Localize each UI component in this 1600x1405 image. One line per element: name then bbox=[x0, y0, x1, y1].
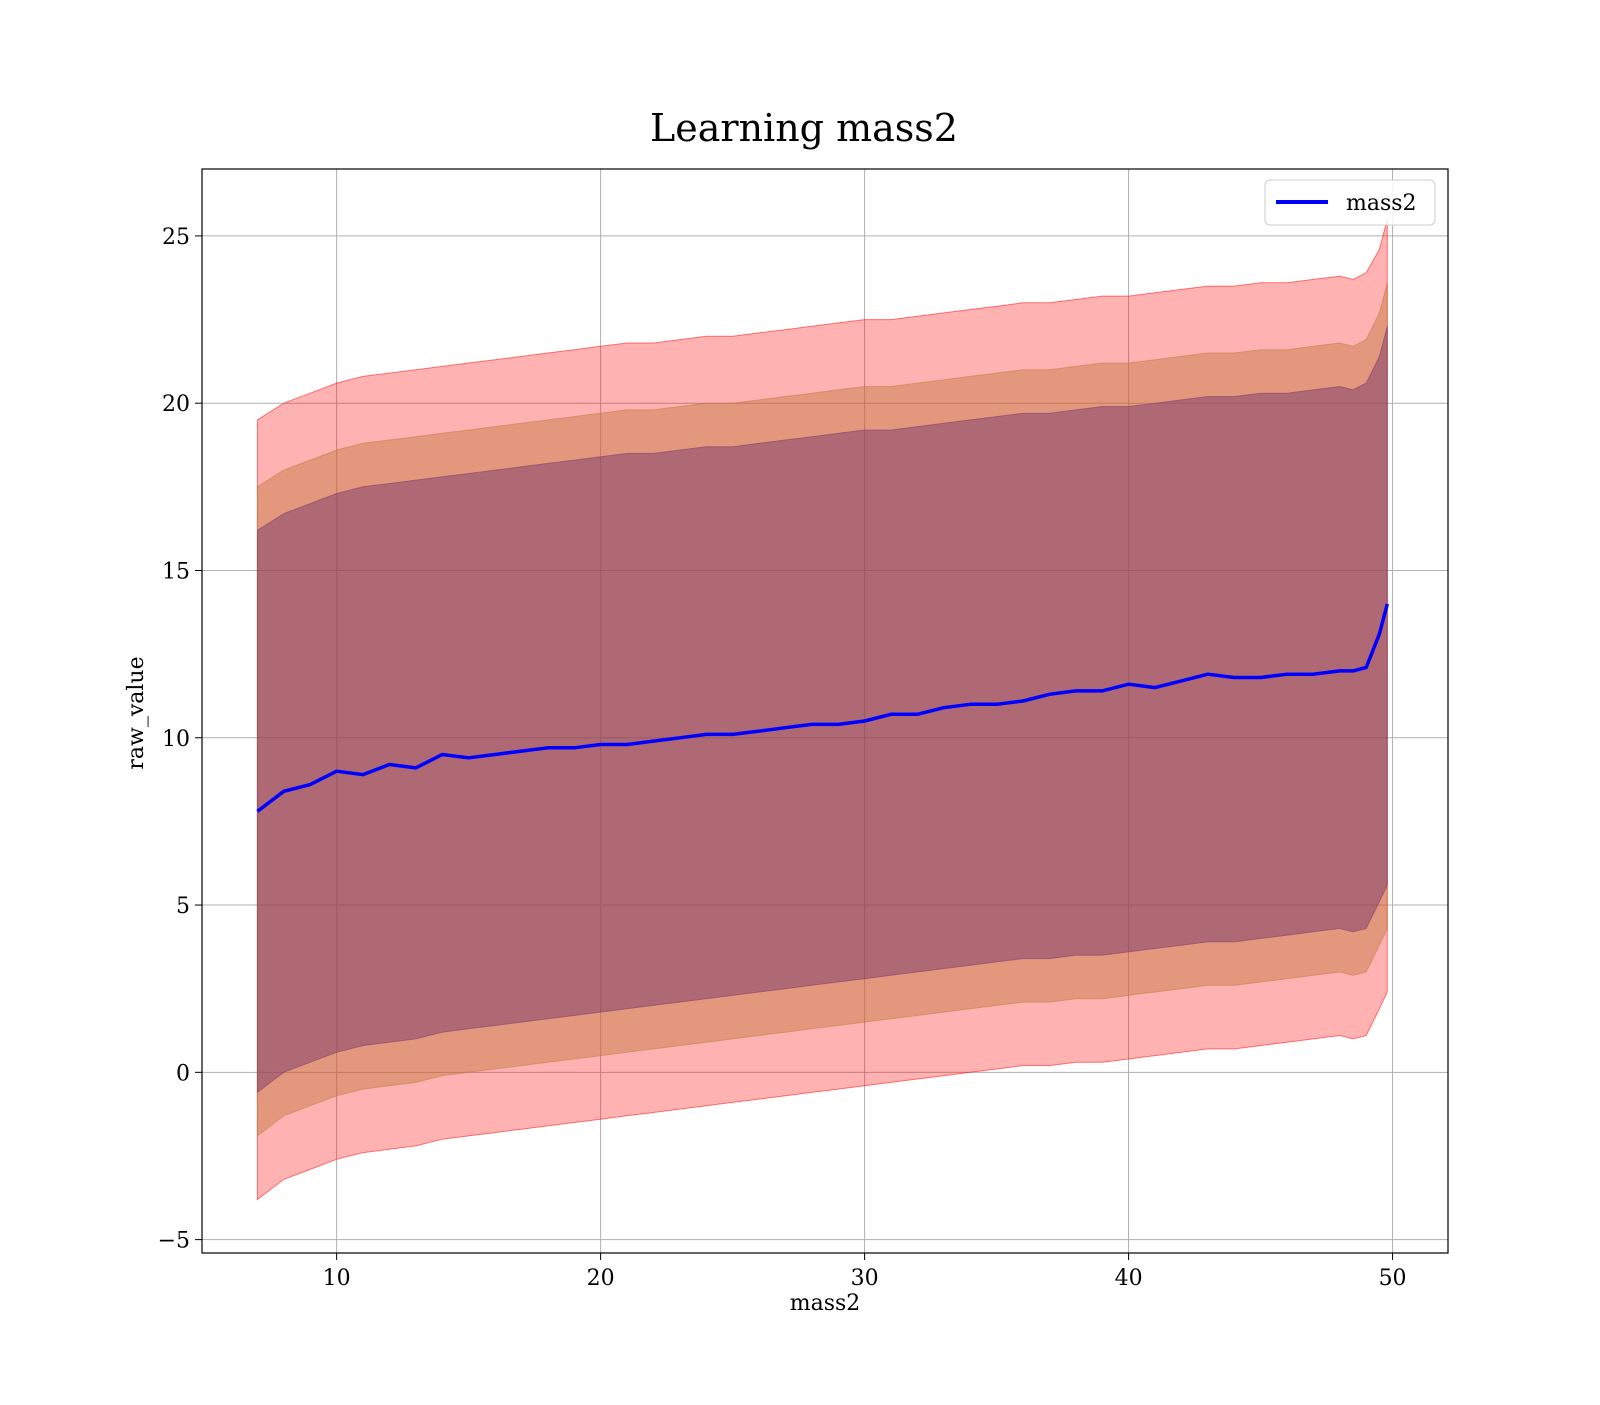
plot-frame bbox=[201, 168, 1449, 1254]
x-tick-label: 50 bbox=[1379, 1266, 1407, 1291]
legend: mass2 bbox=[1264, 179, 1436, 226]
series-lines bbox=[256, 603, 1389, 813]
series-line-mass2 bbox=[256, 603, 1389, 813]
y-tick-label: 10 bbox=[162, 727, 190, 752]
legend-label-mass2: mass2 bbox=[1346, 191, 1417, 216]
y-tick-label: 5 bbox=[176, 894, 190, 919]
confidence-bands bbox=[256, 219, 1388, 1201]
y-tick-label: 0 bbox=[176, 1061, 190, 1086]
y-tick-label: 15 bbox=[162, 559, 190, 584]
axis-ticks: 10 20 30 40 50 −5 0 5 10 15 20 25 bbox=[158, 225, 1407, 1291]
x-axis-label: mass2 bbox=[790, 1291, 861, 1316]
y-tick-label: −5 bbox=[158, 1229, 190, 1254]
x-tick-label: 40 bbox=[1115, 1266, 1143, 1291]
chart-title: Learning mass2 bbox=[650, 106, 958, 150]
legend-box bbox=[1264, 179, 1436, 226]
band-inner bbox=[256, 326, 1388, 1094]
x-tick-label: 30 bbox=[851, 1266, 879, 1291]
y-tick-label: 20 bbox=[162, 392, 190, 417]
x-tick-label: 20 bbox=[587, 1266, 615, 1291]
y-tick-label: 25 bbox=[162, 225, 190, 250]
x-tick-label: 10 bbox=[323, 1266, 351, 1291]
y-axis-label: raw_value bbox=[124, 656, 149, 769]
